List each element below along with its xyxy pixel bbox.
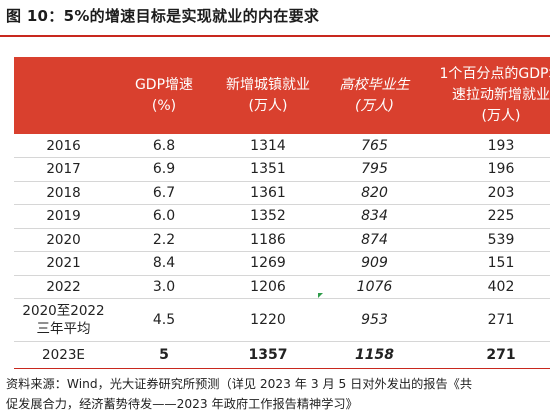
cell-new-jobs: 1206: [250, 278, 286, 295]
cell-jobs-per-point: 225: [487, 208, 515, 225]
header-jobs-per-gdp-point-line1: 1个百分点的GDP增: [439, 66, 550, 82]
cell-gdp-growth: 6.7: [152, 184, 176, 201]
cell-year: 2021: [46, 255, 81, 272]
cell-gdp-growth: 4.5: [152, 312, 176, 328]
cell-year: 2016: [46, 137, 81, 154]
cell-new-jobs: 1186: [250, 231, 286, 248]
table-row-average: 2020至2022 三年平均 4.5 1220 953 271: [14, 299, 550, 342]
cell-graduates: 765: [361, 137, 388, 154]
cell-year: 2023E: [42, 347, 85, 363]
cell-jobs-per-point: 203: [487, 184, 515, 201]
cell-gdp-growth: 6.9: [152, 161, 176, 178]
cell-jobs-per-point: 271: [487, 312, 515, 328]
cell-new-jobs: 1352: [250, 208, 286, 225]
cell-graduates: 909: [361, 255, 388, 272]
cell-new-jobs: 1357: [248, 347, 288, 363]
cell-graduates: 953: [361, 312, 388, 328]
cell-graduates: 820: [361, 184, 388, 201]
cell-year: 2018: [46, 184, 81, 201]
header-graduates-line2: (万人): [355, 97, 394, 114]
cell-year-average-line1: 2020至2022: [22, 303, 105, 319]
cell-year: 2020: [46, 231, 81, 248]
header-gdp-growth: GDP增速 (%): [113, 57, 215, 134]
cell-new-jobs: 1269: [250, 255, 286, 272]
header-new-urban-jobs-line2: (万人): [248, 97, 288, 114]
cell-jobs-per-point: 151: [487, 255, 515, 272]
cell-gdp-growth: 3.0: [152, 278, 176, 295]
table-row-forecast: 2023E 5 1357 1158 271: [14, 342, 550, 369]
cell-jobs-per-point: 193: [487, 137, 515, 154]
header-jobs-per-gdp-point-line2: 速拉动新增就业: [452, 87, 550, 103]
cell-gdp-growth: 6.8: [152, 137, 176, 154]
cell-gdp-growth: 2.2: [152, 231, 176, 248]
table-row: 2022 3.0 1206 1076 402: [14, 275, 550, 299]
title-divider: [0, 35, 550, 37]
cell-graduates: 795: [361, 161, 388, 178]
cell-year: 2022: [46, 278, 81, 295]
cell-new-jobs: 1361: [250, 184, 286, 201]
cell-gdp-growth: 5: [159, 347, 169, 363]
table-row: 2021 8.4 1269 909 151: [14, 252, 550, 275]
source-note-line1: 资料来源：Wind，光大证券研究所预测（详见 2023 年 3 月 5 日对外发…: [6, 377, 473, 391]
header-gdp-growth-line2: (%): [151, 97, 177, 114]
table-row: 2019 6.0 1352 834 225: [14, 205, 550, 228]
cell-jobs-per-point: 271: [486, 347, 516, 363]
cell-new-jobs: 1314: [250, 137, 286, 154]
header-jobs-per-gdp-point: 1个百分点的GDP增 速拉动新增就业 (万人): [428, 57, 550, 134]
table-row: 2018 6.7 1361 820 203: [14, 181, 550, 205]
table-row: 2016 6.8 1314 765 193: [14, 134, 550, 158]
cell-year-average: 2020至2022 三年平均: [14, 299, 113, 342]
header-graduates: 高校毕业生 (万人): [321, 57, 428, 134]
header-graduates-line1: 高校毕业生: [339, 76, 410, 93]
header-jobs-per-gdp-point-line3: (万人): [481, 108, 521, 124]
header-new-urban-jobs: 新增城镇就业 (万人): [215, 57, 321, 134]
cell-gdp-growth: 6.0: [152, 208, 176, 225]
cell-year: 2019: [46, 208, 81, 225]
table-header-row: GDP增速 (%) 新增城镇就业 (万人) 高校毕业生 (万人) 1个百分点的G…: [14, 57, 550, 134]
table-row: 2020 2.2 1186 874 539: [14, 228, 550, 252]
cell-new-jobs: 1220: [250, 312, 286, 328]
cell-jobs-per-point: 196: [487, 161, 515, 178]
cell-jobs-per-point: 539: [487, 231, 515, 248]
cell-new-jobs: 1351: [250, 161, 286, 178]
cell-graduates: 1076: [356, 278, 393, 295]
cell-graduates: 1158: [355, 347, 394, 363]
cell-year-average-line2: 三年平均: [36, 321, 91, 337]
data-table-container: GDP增速 (%) 新增城镇就业 (万人) 高校毕业生 (万人) 1个百分点的G…: [14, 57, 550, 369]
header-gdp-growth-line1: GDP增速: [134, 76, 194, 93]
cell-comment-marker: [318, 293, 323, 298]
cell-gdp-growth: 8.4: [152, 255, 176, 272]
figure-title: 图 10：5%的增速目标是实现就业的内在要求: [6, 7, 320, 25]
cell-year: 2017: [46, 161, 81, 178]
cell-graduates: 834: [361, 208, 388, 225]
cell-graduates: 874: [361, 231, 388, 248]
table-row: 2017 6.9 1351 795 196: [14, 158, 550, 181]
source-note-line2: 促发展合力，经济蓄势待发——2023 年政府工作报告精神学习》: [6, 397, 358, 411]
source-note: 资料来源：Wind，光大证券研究所预测（详见 2023 年 3 月 5 日对外发…: [6, 374, 550, 414]
cell-jobs-per-point: 402: [487, 278, 515, 295]
header-year: [14, 57, 113, 134]
employment-table: GDP增速 (%) 新增城镇就业 (万人) 高校毕业生 (万人) 1个百分点的G…: [14, 57, 550, 369]
header-new-urban-jobs-line1: 新增城镇就业: [226, 76, 310, 93]
